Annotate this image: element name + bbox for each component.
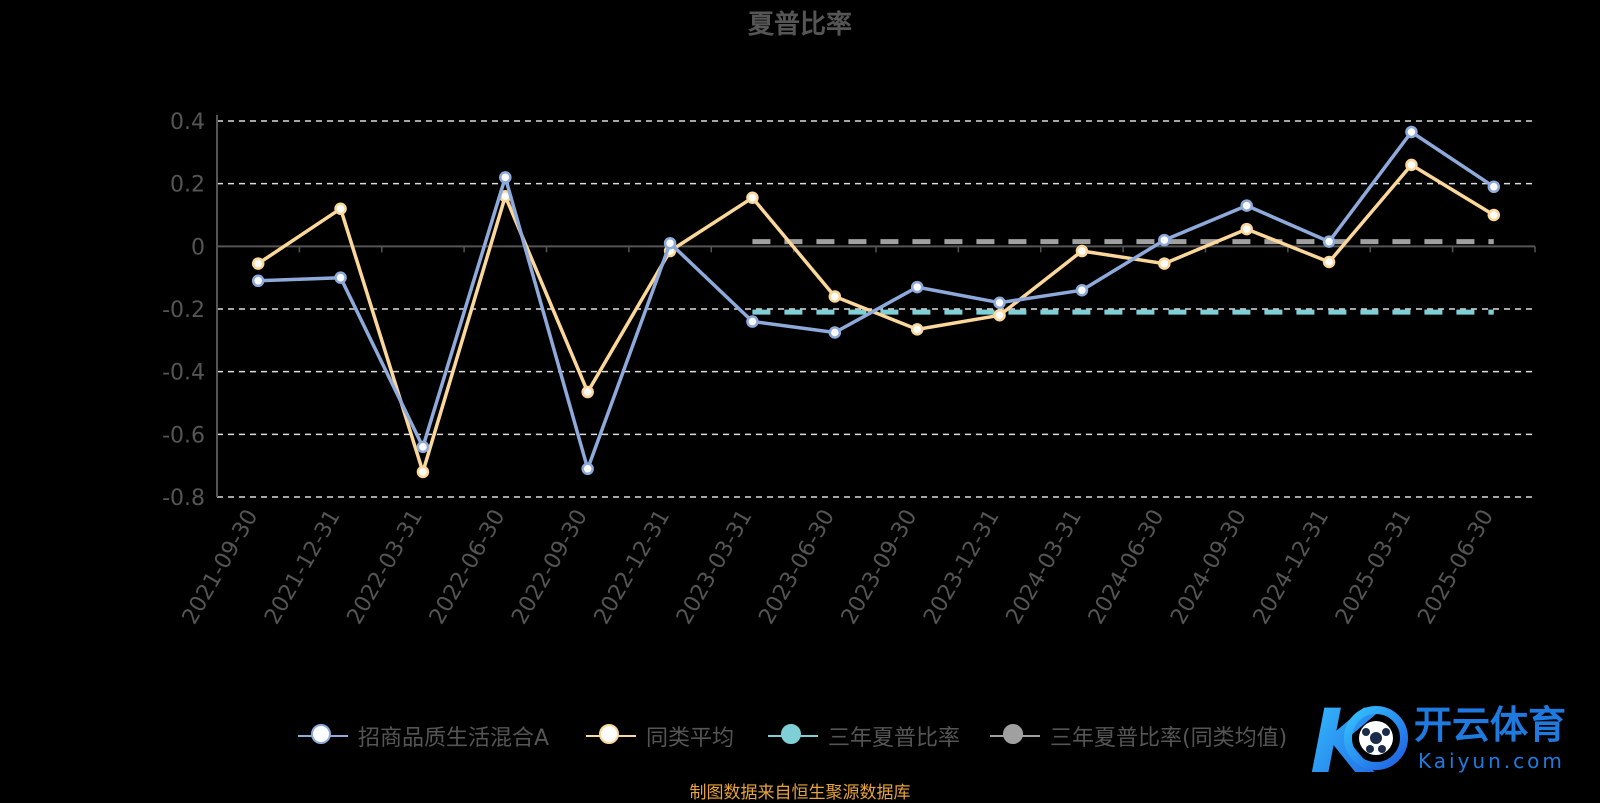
series-point-1 bbox=[910, 323, 924, 336]
legend-label: 招商品质生活混合A bbox=[358, 726, 550, 751]
x-tick-label: 2023-12-31 bbox=[919, 506, 1005, 629]
series-point-1 bbox=[828, 290, 842, 303]
legend-label: 三年夏普比率(同类均值) bbox=[1050, 726, 1288, 751]
series-point-1 bbox=[1240, 222, 1253, 236]
watermark-logo: K 开云体育 Kaiyun.com bbox=[1310, 694, 1566, 790]
series-point-0 bbox=[1405, 125, 1418, 139]
series-point-0 bbox=[334, 271, 347, 284]
legend-swatch-dot bbox=[599, 724, 619, 744]
y-tick-label: -0.8 bbox=[162, 486, 205, 511]
series-point-1 bbox=[251, 257, 265, 270]
chart-title: 夏普比率 bbox=[747, 10, 852, 40]
x-tick-label: 2024-06-30 bbox=[1084, 506, 1170, 629]
legend-item[interactable]: 三年夏普比率(同类均值) bbox=[990, 720, 1287, 752]
legend-label: 同类平均 bbox=[646, 726, 735, 751]
series-point-1 bbox=[416, 465, 430, 479]
watermark-brand: 开云体育 bbox=[1414, 703, 1566, 747]
series-line-1 bbox=[257, 163, 1495, 474]
y-tick-label: 0 bbox=[191, 235, 205, 260]
legend-swatch bbox=[586, 721, 636, 751]
legend-swatch-dot bbox=[781, 724, 801, 744]
x-tick-label: 2022-12-31 bbox=[590, 506, 676, 629]
legend-swatch bbox=[298, 721, 348, 751]
y-tick-label: 0.4 bbox=[170, 110, 205, 135]
y-tick-label: -0.4 bbox=[162, 361, 205, 386]
series-point-0 bbox=[828, 326, 842, 339]
y-tick-label: 0.2 bbox=[170, 173, 205, 198]
legend-swatch bbox=[990, 721, 1040, 751]
legend-item[interactable]: 招商品质生活混合A bbox=[298, 720, 549, 752]
series-point-1 bbox=[1405, 158, 1418, 172]
series-point-1 bbox=[1075, 244, 1089, 258]
series-point-0 bbox=[581, 462, 594, 476]
x-tick-label: 2022-03-31 bbox=[343, 506, 429, 629]
series-point-1 bbox=[993, 309, 1006, 322]
watermark-domain: Kaiyun.com bbox=[1418, 749, 1565, 773]
legend-label: 三年夏普比率 bbox=[828, 726, 961, 751]
y-tick-label: -0.2 bbox=[162, 298, 205, 323]
series-point-0 bbox=[1075, 283, 1089, 297]
y-tick-label: -0.6 bbox=[162, 423, 205, 448]
source-note: 制图数据来自恒生聚源数据库 bbox=[689, 783, 911, 803]
series-point-1 bbox=[1158, 257, 1171, 270]
x-tick-label: 2025-06-30 bbox=[1413, 506, 1499, 629]
legend-item[interactable]: 三年夏普比率 bbox=[768, 720, 960, 752]
series-point-0 bbox=[251, 274, 265, 288]
x-tick-label: 2022-06-30 bbox=[425, 506, 511, 629]
x-tick-label: 2021-12-31 bbox=[260, 506, 346, 629]
legend-swatch bbox=[768, 721, 818, 751]
x-tick-label: 2025-03-31 bbox=[1331, 506, 1417, 629]
series-point-1 bbox=[1487, 208, 1501, 222]
series-point-0 bbox=[1240, 199, 1253, 212]
series-point-1 bbox=[581, 385, 594, 399]
x-tick-label: 2024-09-30 bbox=[1166, 506, 1252, 629]
series-point-1 bbox=[746, 191, 759, 205]
x-tick-label: 2024-12-31 bbox=[1249, 506, 1335, 629]
series-point-0 bbox=[746, 315, 759, 328]
plot-area: 0.4 0.2 0 -0.2 -0.4 -0.6 -0.82021-09-302021-12… bbox=[162, 110, 1536, 629]
x-tick-label: 2022-09-30 bbox=[507, 506, 593, 629]
x-tick-label: 2021-09-30 bbox=[178, 506, 264, 629]
series-point-1 bbox=[334, 202, 347, 215]
series-point-0 bbox=[1322, 235, 1336, 248]
legend-swatch-dot bbox=[311, 724, 331, 744]
legend-item[interactable]: 同类平均 bbox=[586, 720, 734, 752]
x-tick-label: 2023-03-31 bbox=[672, 506, 758, 629]
series-point-0 bbox=[499, 171, 512, 184]
series-point-0 bbox=[416, 440, 430, 454]
series-point-1 bbox=[1322, 255, 1336, 269]
legend-swatch-dot bbox=[1003, 724, 1023, 744]
series-point-0 bbox=[1158, 233, 1171, 247]
series-line-0 bbox=[258, 130, 1495, 471]
x-tick-label: 2024-03-31 bbox=[1002, 506, 1088, 629]
series-point-0 bbox=[910, 280, 924, 294]
legend: 招商品质生活混合A 同类平均 三年夏普比率 三年夏普比率(同类均值) bbox=[0, 720, 1600, 760]
x-tick-label: 2023-06-30 bbox=[754, 506, 840, 629]
series-point-0 bbox=[1487, 180, 1501, 194]
series-point-0 bbox=[993, 296, 1006, 309]
series-point-0 bbox=[663, 236, 677, 250]
x-tick-label: 2023-09-30 bbox=[837, 506, 923, 629]
